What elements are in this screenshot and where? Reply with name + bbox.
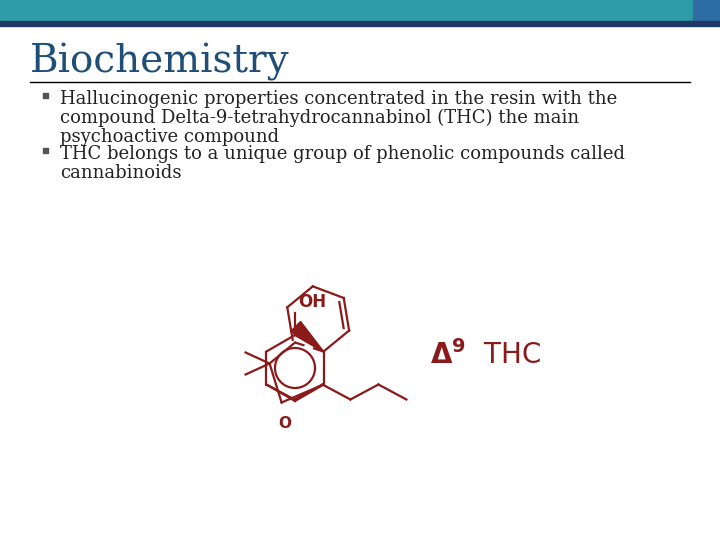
Text: THC belongs to a unique group of phenolic compounds called: THC belongs to a unique group of phenoli… (60, 145, 625, 163)
Text: O: O (279, 415, 292, 430)
Text: $\mathbf{\Delta}^{\mathbf{9}}$  THC: $\mathbf{\Delta}^{\mathbf{9}}$ THC (430, 340, 541, 370)
Text: Biochemistry: Biochemistry (30, 43, 289, 81)
Text: psychoactive compound: psychoactive compound (60, 128, 279, 146)
Polygon shape (291, 321, 323, 352)
Bar (693, 0, 720, 22)
Text: Hallucinogenic properties concentrated in the resin with the: Hallucinogenic properties concentrated i… (60, 90, 617, 108)
Bar (42, 92, 48, 98)
Bar (42, 147, 48, 152)
Bar (0, 21, 720, 26)
Text: OH: OH (298, 293, 326, 311)
Bar (0, 0, 693, 22)
Text: cannabinoids: cannabinoids (60, 164, 181, 182)
Text: compound Delta-9-tetrahydrocannabinol (THC) the main: compound Delta-9-tetrahydrocannabinol (T… (60, 109, 579, 127)
